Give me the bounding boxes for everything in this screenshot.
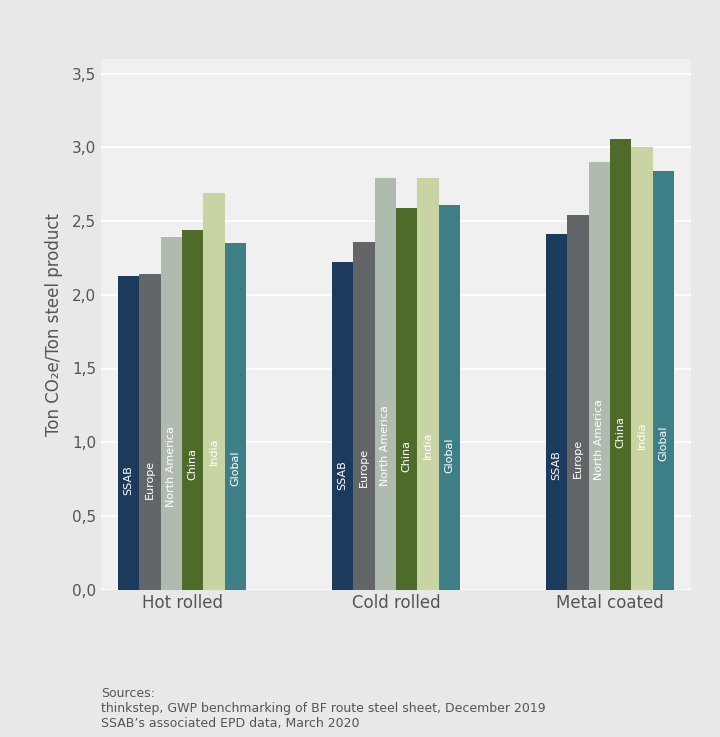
Text: Global: Global	[658, 425, 668, 461]
Text: India: India	[423, 432, 433, 459]
Bar	[438, 205, 460, 590]
Bar	[225, 243, 246, 590]
Bar	[546, 234, 567, 590]
Bar	[588, 162, 610, 590]
Bar	[332, 262, 354, 590]
Y-axis label: Ton CO₂e/Ton steel product: Ton CO₂e/Ton steel product	[45, 213, 63, 436]
Bar	[204, 193, 225, 590]
Bar	[118, 276, 139, 590]
Bar	[418, 178, 438, 590]
Bar	[567, 215, 588, 590]
Text: SSAB: SSAB	[338, 460, 348, 490]
Bar	[610, 139, 631, 590]
Text: China: China	[616, 416, 626, 448]
Text: China: China	[402, 440, 412, 472]
Text: Europe: Europe	[145, 460, 155, 499]
Bar	[161, 237, 182, 590]
Text: SSAB: SSAB	[552, 450, 562, 480]
Text: Global: Global	[444, 437, 454, 472]
Text: North America: North America	[166, 426, 176, 507]
Bar	[182, 230, 204, 590]
Bar	[653, 171, 674, 590]
Text: China: China	[188, 447, 198, 480]
Text: India: India	[637, 421, 647, 449]
Bar	[354, 242, 374, 590]
Text: North America: North America	[380, 405, 390, 486]
Text: India: India	[210, 437, 219, 464]
Bar	[374, 178, 396, 590]
Text: SSAB: SSAB	[124, 465, 134, 495]
Bar	[396, 208, 418, 590]
Text: North America: North America	[594, 399, 604, 481]
Text: Global: Global	[230, 450, 240, 486]
Bar	[139, 274, 161, 590]
Text: Europe: Europe	[359, 448, 369, 487]
Text: Sources:
thinkstep, GWP benchmarking of BF route steel sheet, December 2019
SSAB: Sources: thinkstep, GWP benchmarking of …	[101, 687, 546, 730]
Text: Europe: Europe	[573, 439, 582, 478]
Bar	[631, 147, 653, 590]
